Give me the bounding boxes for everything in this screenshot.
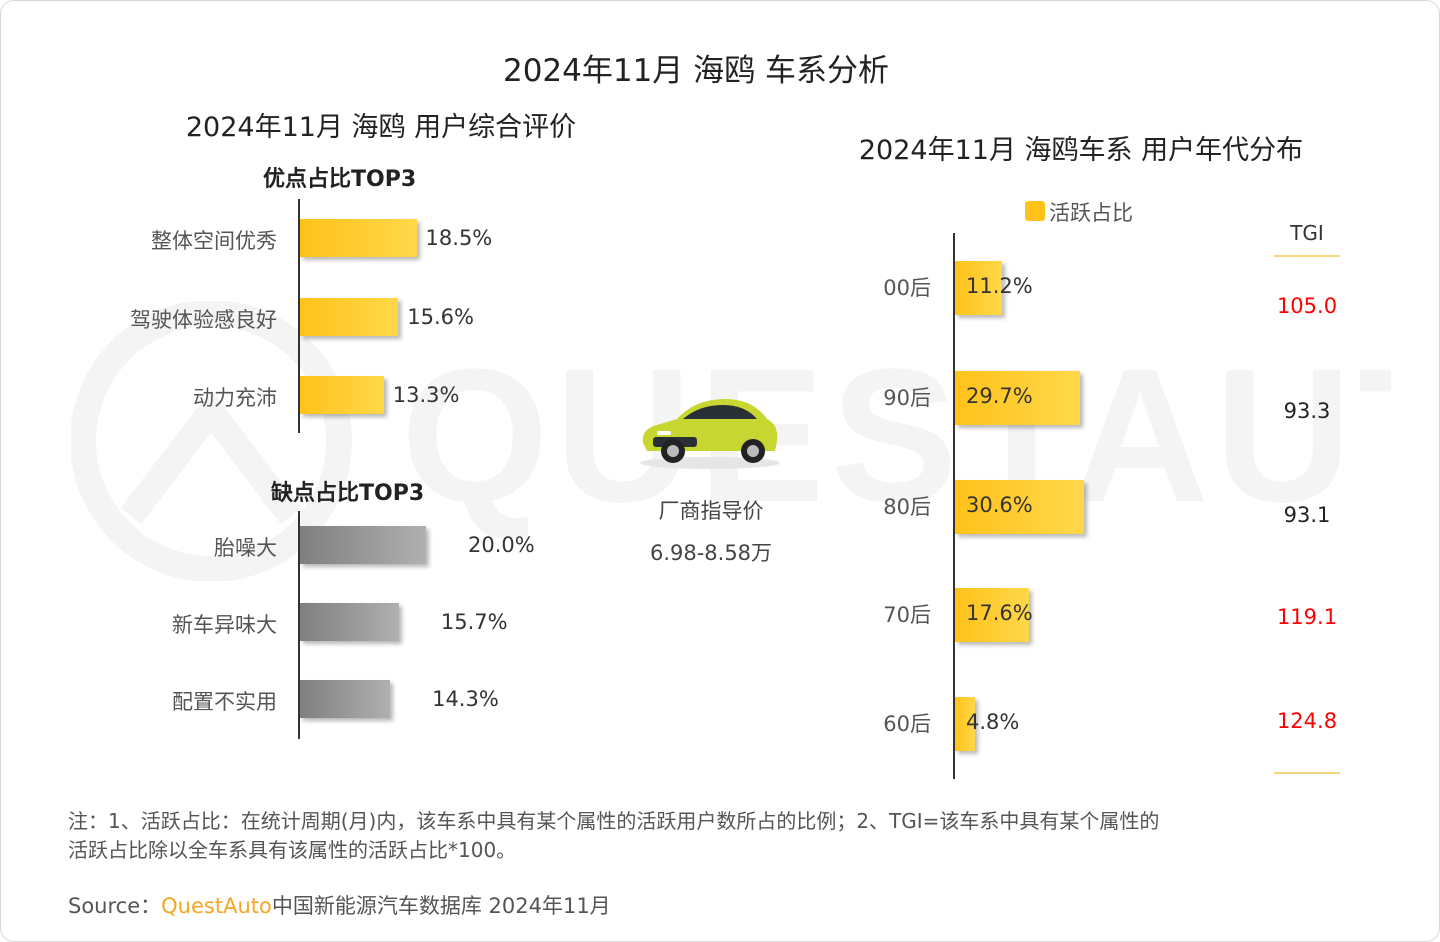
price-label: 厂商指导价 — [658, 499, 764, 523]
tgi-value: 119.1 — [1276, 605, 1338, 629]
tgi-header: TGI — [1290, 221, 1324, 245]
data-label: 29.7% — [966, 384, 1033, 408]
svg-text:QUESTAUTO: QUESTAUTO — [401, 330, 1391, 542]
bar — [955, 588, 1029, 642]
left-panel-title: 2024年11月 海鸥 用户综合评价 — [185, 112, 577, 143]
bar — [300, 376, 384, 414]
legend-label: 活跃占比 — [1049, 201, 1133, 225]
bar — [300, 680, 391, 718]
watermark-circle-icon — [71, 301, 352, 581]
source-text: 中国新能源汽车数据库 2024年11月 — [271, 894, 611, 918]
category-label: 整体空间优秀 — [151, 229, 277, 253]
age-category-label: 90后 — [883, 386, 931, 410]
car-image — [640, 399, 780, 469]
legend-swatch — [1025, 201, 1045, 221]
category-label: 驾驶体验感良好 — [130, 308, 277, 332]
data-label: 11.2% — [966, 274, 1033, 298]
bar — [300, 298, 399, 336]
bar — [300, 219, 417, 257]
data-label: 30.6% — [966, 493, 1033, 517]
data-label: 15.7% — [440, 610, 508, 634]
data-label: 17.6% — [966, 601, 1033, 625]
bar — [955, 261, 1003, 315]
tgi-bottom-line — [1274, 772, 1340, 774]
age-category-label: 80后 — [883, 495, 931, 519]
data-label: 15.6% — [407, 305, 474, 329]
category-label: 新车异味大 — [172, 613, 277, 637]
category-label: 胎噪大 — [214, 536, 277, 560]
right-panel-title: 2024年11月 海鸥车系 用户年代分布 — [858, 135, 1304, 166]
age-category-label: 00后 — [883, 276, 931, 300]
tgi-value: 124.8 — [1276, 709, 1338, 733]
age-category-label: 70后 — [883, 603, 931, 627]
age-axis — [953, 233, 955, 779]
data-label: 20.0% — [468, 533, 535, 557]
cons-title: 缺点占比TOP3 — [271, 481, 425, 506]
source-prefix: Source： — [68, 894, 162, 918]
tgi-value: 93.1 — [1283, 503, 1331, 527]
bar — [955, 371, 1080, 425]
data-label: 14.3% — [432, 687, 499, 711]
category-label: 配置不实用 — [172, 690, 277, 714]
category-label: 动力充沛 — [193, 386, 277, 410]
age-category-label: 60后 — [883, 712, 931, 736]
tgi-value: 93.3 — [1283, 399, 1331, 423]
footnote-line: 注：1、活跃占比：在统计周期(月)内，该车系中具有某个属性的活跃用户数所占的比例… — [68, 809, 1160, 833]
bar — [955, 480, 1084, 534]
tgi-top-line — [1274, 255, 1340, 257]
watermark-peak-icon — [120, 389, 302, 524]
bar — [300, 603, 399, 641]
bar — [955, 697, 976, 751]
data-label: 4.8% — [966, 710, 1020, 734]
data-label: 13.3% — [392, 383, 460, 407]
bar — [300, 526, 426, 564]
pros-title: 优点占比TOP3 — [263, 167, 417, 192]
watermark-logo: QUESTAUTO — [71, 301, 1391, 581]
price-value: 6.98-8.58万 — [649, 541, 773, 565]
data-label: 18.5% — [425, 226, 493, 250]
pros-axis — [298, 199, 300, 433]
cons-axis — [298, 511, 300, 739]
footnote: 注：1、活跃占比：在统计周期(月)内，该车系中具有某个属性的活跃用户数所占的比例… — [68, 807, 1388, 865]
footnote-line: 活跃占比除以全车系具有该属性的活跃占比*100。 — [68, 838, 517, 862]
source-brand: QuestAuto — [161, 894, 272, 918]
chart-title: 2024年11月 海鸥 车系分析 — [502, 53, 890, 89]
source-line: Source：QuestAuto中国新能源汽车数据库 2024年11月 — [68, 890, 611, 920]
tgi-value: 105.0 — [1276, 294, 1338, 318]
